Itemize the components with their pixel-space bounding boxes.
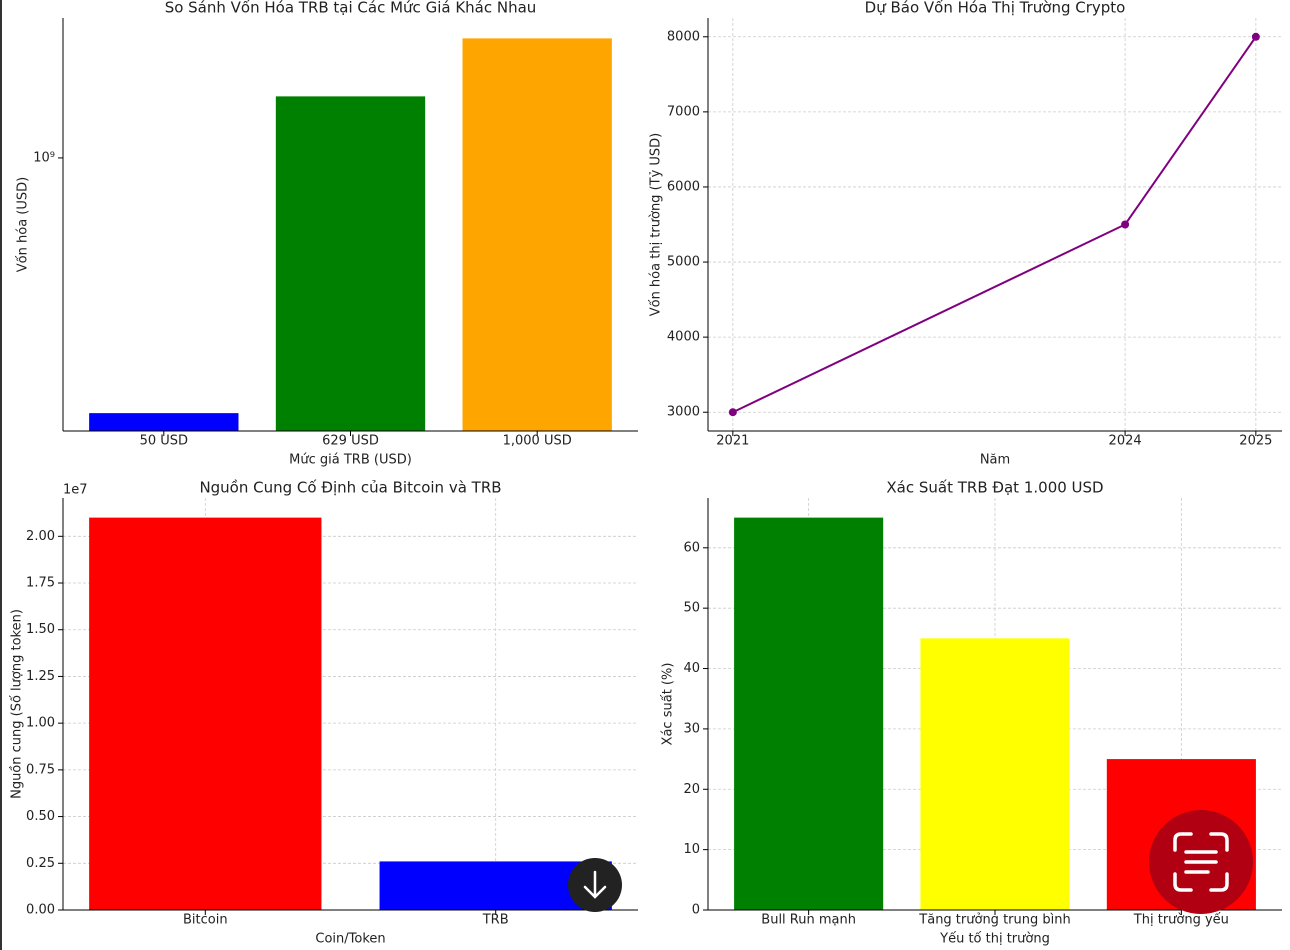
x-axis-label: Yếu tố thị trường xyxy=(939,932,1050,947)
y-tick-label: 3000 xyxy=(667,405,700,420)
x-axis-label: Mức giá TRB (USD) xyxy=(289,453,412,468)
chart-title: So Sánh Vốn Hóa TRB tại Các Mức Giá Khác… xyxy=(165,0,537,17)
y-tick-label: 8000 xyxy=(667,29,700,44)
y-axis-label: Vốn hóa thị trường (Tỷ USD) xyxy=(649,133,664,317)
x-axis-label: Năm xyxy=(980,453,1010,468)
scan-icon[interactable] xyxy=(1173,832,1229,892)
y-tick-label: 1.25 xyxy=(26,669,55,684)
bar xyxy=(89,413,239,431)
chart-title: Dự Báo Vốn Hóa Thị Trường Crypto xyxy=(865,0,1126,17)
y-tick-label: 0.00 xyxy=(26,903,55,918)
chart-title: Nguồn Cung Cố Định của Bitcoin và TRB xyxy=(199,479,501,497)
x-tick-label: TRB xyxy=(482,913,509,928)
bar xyxy=(275,96,426,431)
y-tick-label: 0.75 xyxy=(26,762,55,777)
bar xyxy=(734,517,884,910)
x-tick-label: Bull Run mạnh xyxy=(761,913,856,928)
x-tick-label: 629 USD xyxy=(322,434,379,449)
y-tick-label: 30 xyxy=(683,721,700,736)
y-tick-label: 6000 xyxy=(667,179,700,194)
y-tick-label: 0.50 xyxy=(26,809,55,824)
screen-edge xyxy=(0,0,2,950)
y-tick-label: 1.75 xyxy=(26,576,55,591)
y-tick-label: 50 xyxy=(683,601,700,616)
y-axis-label: Nguồn cung (Số lượng token) xyxy=(10,609,25,799)
y-tick-label: 0 xyxy=(692,903,700,918)
y-axis-label: Vốn hóa (USD) xyxy=(16,177,31,272)
y-tick-label: 4000 xyxy=(667,330,700,345)
x-tick-label: Thị trường yếu xyxy=(1133,913,1229,928)
bar xyxy=(920,638,1070,910)
point xyxy=(728,408,737,417)
y-tick-label: 40 xyxy=(683,661,700,676)
x-axis-label: Coin/Token xyxy=(315,932,385,947)
x-tick-label: 2021 xyxy=(716,434,749,449)
bar xyxy=(89,517,322,910)
charts: 10⁹ 50 USD 629 USD 1,000 USD So Sánh Vốn Hóa… xyxy=(10,0,1282,947)
y-tick-label: 1.50 xyxy=(26,622,55,637)
point xyxy=(1251,32,1260,41)
y-tick-label: 20 xyxy=(683,782,700,797)
chart-title: Xác Suất TRB Đạt 1.000 USD xyxy=(886,479,1103,497)
x-tick-label: Tăng trưởng trung bình xyxy=(918,913,1070,928)
scroll-down-button[interactable] xyxy=(568,858,622,912)
y-tick-label: 60 xyxy=(683,540,700,555)
y-offset-label: 1e7 xyxy=(63,483,88,498)
x-tick-label: Bitcoin xyxy=(183,913,228,928)
scan-button[interactable] xyxy=(1149,810,1253,914)
y-tick-label: 10⁹ xyxy=(33,150,55,165)
arrow-icon[interactable] xyxy=(583,870,607,899)
y-tick-label: 1.00 xyxy=(26,716,55,731)
y-tick-label: 7000 xyxy=(667,104,700,119)
y-tick-label: 10 xyxy=(683,842,700,857)
x-tick-label: 2025 xyxy=(1239,434,1272,449)
y-tick-label: 5000 xyxy=(667,255,700,270)
bar xyxy=(462,38,612,431)
x-tick-label: 2024 xyxy=(1109,434,1142,449)
x-tick-label: 1,000 USD xyxy=(503,434,572,449)
y-tick-label: 2.00 xyxy=(26,529,55,544)
y-axis-label: Xác suất (%) xyxy=(661,663,676,746)
x-tick-label: 50 USD xyxy=(140,434,188,449)
y-tick-label: 0.25 xyxy=(26,856,55,871)
point xyxy=(1121,220,1130,229)
